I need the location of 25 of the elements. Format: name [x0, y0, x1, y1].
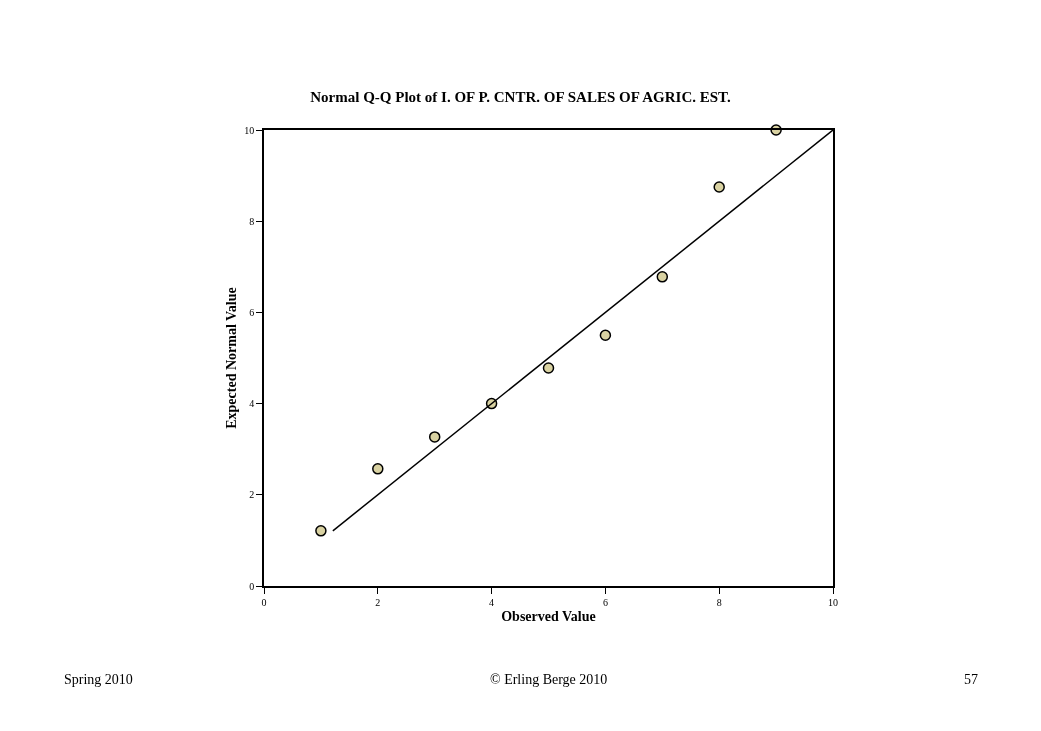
x-tick-label: 8 — [716, 596, 722, 608]
text: Spring 2010 — [64, 672, 133, 687]
text: © Erling Berge 2010 — [490, 672, 608, 687]
y-tick-label: 4 — [249, 398, 255, 410]
x-tick-label: 4 — [489, 596, 495, 608]
point — [656, 271, 669, 283]
x-tick-label: 2 — [375, 596, 381, 608]
point — [428, 431, 441, 443]
chart-title: Normal Q-Q Plot of I. OF P. CNTR. OF SALES OF AGRIC. EST. — [310, 89, 731, 106]
y-tick-label: 2 — [249, 489, 255, 501]
y-axis-title: Expected Normal Value — [224, 287, 240, 429]
x-tick-label: 10 — [828, 596, 838, 608]
y-tick-label: 8 — [249, 215, 255, 227]
y-tick-label: 0 — [249, 580, 255, 592]
x-tick-label: 0 — [261, 596, 267, 608]
y-tick-label: 6 — [249, 306, 255, 318]
point — [599, 329, 612, 341]
point — [542, 362, 555, 374]
x-tick-label: 6 — [602, 596, 608, 608]
y-tick-label: 10 — [244, 124, 255, 136]
text: 57 — [964, 672, 978, 687]
point — [315, 525, 327, 537]
point — [372, 463, 384, 475]
point — [713, 181, 725, 193]
x-axis-title: Observed Value — [501, 608, 596, 624]
